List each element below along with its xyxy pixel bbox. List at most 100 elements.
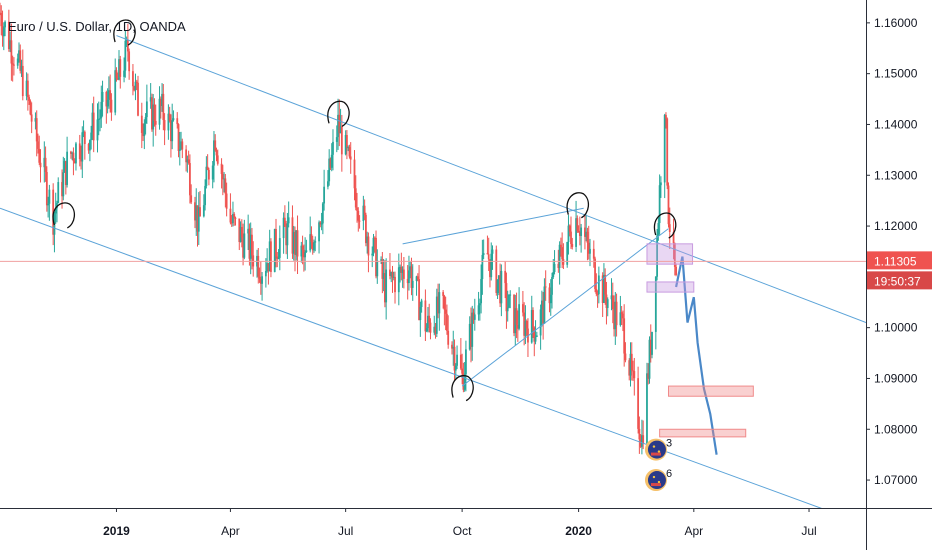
candle (354, 175, 357, 211)
wedge-lower-line (461, 228, 669, 387)
candle (576, 215, 579, 233)
candle (371, 246, 374, 268)
candle (124, 30, 127, 78)
candle (66, 136, 69, 188)
candle (216, 149, 219, 166)
channel-upper-line (116, 35, 866, 324)
candle (302, 244, 305, 272)
candle (328, 149, 331, 186)
candle (82, 120, 85, 138)
candle (442, 290, 445, 309)
candle (132, 64, 134, 96)
candle (78, 134, 81, 167)
candle (542, 292, 545, 340)
candle (613, 295, 615, 337)
candle (318, 220, 320, 254)
candle (205, 156, 208, 189)
candle (594, 256, 596, 293)
candle (233, 212, 236, 226)
candle (539, 304, 542, 350)
candle (329, 157, 332, 171)
candle (195, 188, 198, 236)
candle (239, 221, 242, 243)
candle (416, 273, 419, 282)
candle (429, 318, 432, 340)
candle (544, 270, 547, 301)
candle (291, 205, 294, 259)
candle (633, 357, 636, 396)
candle (477, 291, 480, 321)
candle (96, 103, 99, 153)
candle (168, 106, 171, 123)
candle (158, 86, 161, 130)
candle (472, 308, 475, 324)
y-tick-label: 1.13000 (874, 168, 918, 182)
candle (399, 264, 401, 283)
candle (401, 266, 404, 288)
candle (81, 126, 84, 179)
candle (304, 237, 307, 271)
candle (567, 215, 570, 255)
candle (344, 130, 347, 156)
candle (489, 259, 491, 288)
candle (638, 416, 641, 454)
candle (330, 143, 333, 172)
candle (425, 323, 428, 333)
candle (433, 315, 436, 336)
candle (415, 275, 418, 296)
candle (482, 239, 485, 260)
candle (126, 23, 129, 62)
candle (213, 131, 215, 183)
candle (313, 239, 315, 253)
candle (39, 149, 42, 183)
candle (632, 360, 634, 381)
candle (570, 216, 572, 249)
candle (151, 93, 153, 132)
candle (553, 250, 556, 275)
candle (247, 214, 250, 250)
candle (470, 307, 472, 363)
price-badge-label: 1.11305 (874, 254, 917, 268)
y-tick-label: 1.14000 (874, 117, 918, 131)
candle (446, 304, 448, 335)
candle (43, 141, 46, 183)
candle (214, 134, 217, 152)
candle (367, 232, 370, 273)
candle (434, 322, 437, 339)
candle (406, 265, 409, 300)
x-tick-label: Oct (453, 524, 472, 538)
candle (411, 264, 414, 301)
candle (601, 272, 604, 317)
candle (382, 258, 385, 292)
candle (400, 252, 403, 281)
candle (10, 23, 13, 81)
candle (30, 102, 33, 134)
candle (204, 179, 207, 211)
candle (597, 266, 600, 304)
candle (135, 79, 138, 90)
candle (580, 223, 583, 253)
candle (100, 85, 103, 128)
candle (391, 265, 394, 293)
candle (561, 232, 564, 268)
candle (11, 55, 14, 82)
candle (571, 237, 574, 250)
candle (71, 151, 74, 161)
candle (119, 55, 122, 89)
candle (340, 114, 343, 172)
candle (327, 170, 329, 190)
candle (211, 161, 214, 189)
candle (116, 72, 119, 81)
candle (140, 102, 143, 149)
candle (611, 282, 614, 324)
candle (614, 292, 617, 345)
candle (83, 130, 86, 160)
candle (380, 256, 382, 265)
candle (176, 112, 179, 129)
candle (123, 57, 125, 83)
candle (190, 184, 193, 205)
candle (651, 331, 653, 359)
candle (286, 212, 289, 259)
